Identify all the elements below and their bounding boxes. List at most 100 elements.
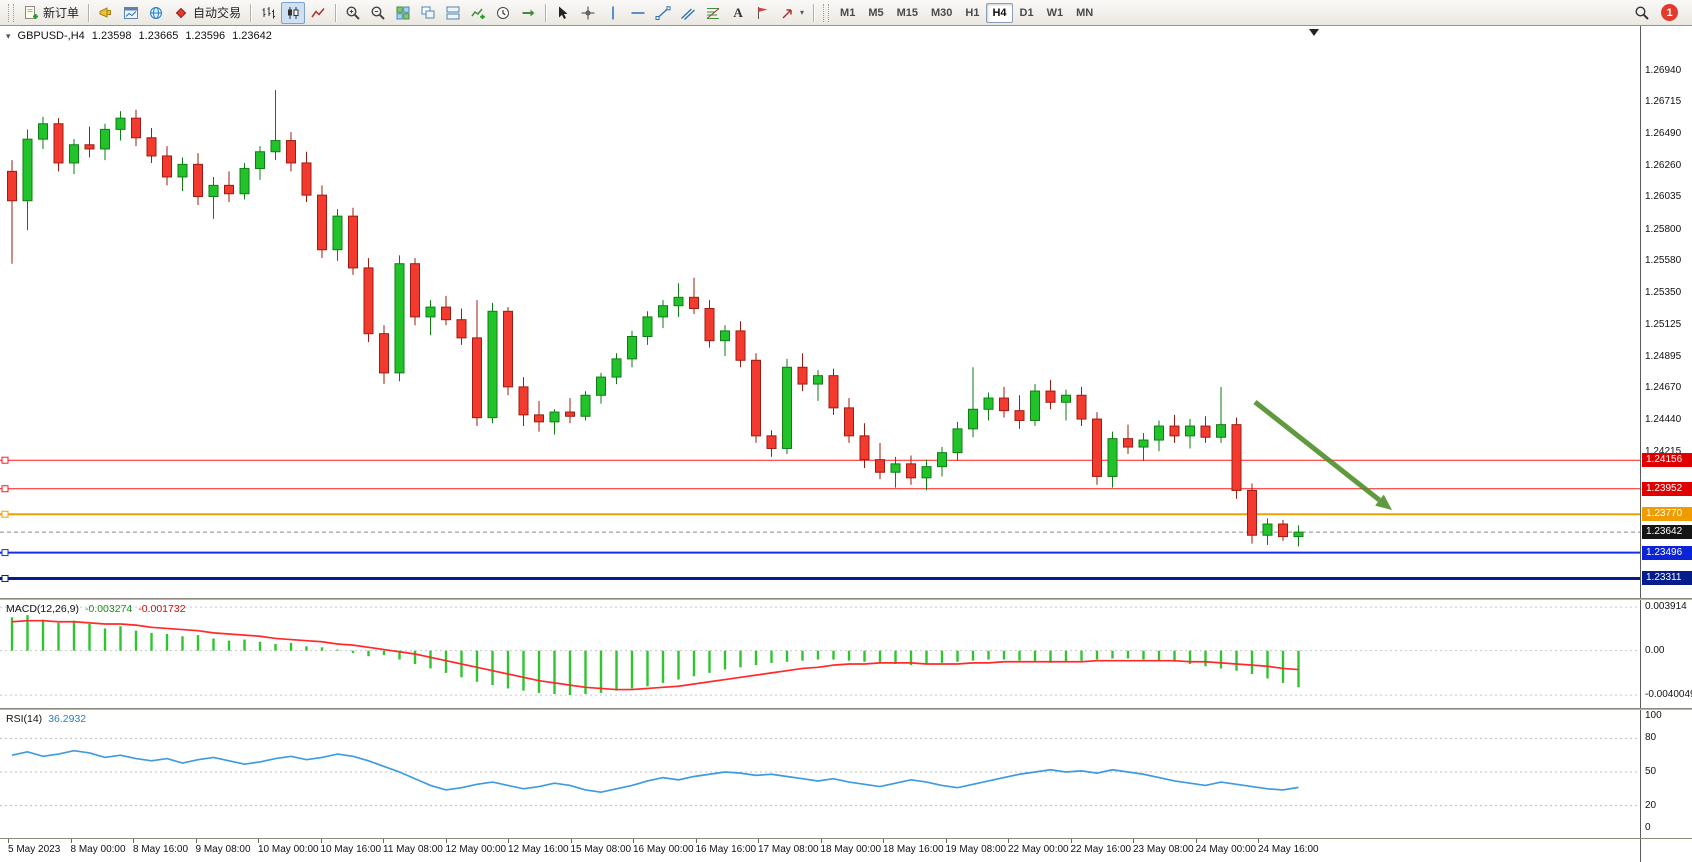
time-label: 12 May 00:00 — [445, 844, 507, 855]
text-button[interactable]: A — [726, 2, 750, 24]
rsi-value: 36.2932 — [48, 713, 87, 725]
last-bar-marker — [1309, 29, 1319, 36]
time-label: 12 May 16:00 — [508, 844, 569, 855]
bar-chart-button[interactable] — [256, 2, 280, 24]
axis-label: 0 — [1645, 822, 1651, 833]
channel-button[interactable] — [676, 2, 700, 24]
one-click-trading-toggle[interactable]: ▾ — [6, 30, 11, 41]
tile-windows-button[interactable] — [391, 2, 415, 24]
timeframe-m30-button[interactable]: M30 — [925, 3, 958, 23]
trend-arrow-head[interactable] — [1375, 494, 1392, 510]
hline-handle[interactable] — [1, 574, 9, 582]
timeframe-h1-button[interactable]: H1 — [959, 3, 985, 23]
market-news-button[interactable] — [94, 2, 118, 24]
time-tick — [1133, 839, 1134, 843]
arrows-tool-button[interactable]: ▾ — [776, 2, 808, 24]
hline-handle[interactable] — [1, 510, 9, 518]
panel-divider[interactable] — [0, 598, 1692, 600]
quote-open: 1.23598 — [91, 30, 132, 42]
candlestick-icon — [288, 6, 299, 19]
time-tick — [258, 839, 259, 843]
price-chart-canvas[interactable] — [0, 26, 1640, 598]
text-tool-glyph: A — [733, 4, 743, 20]
bar-chart-icon — [262, 6, 276, 18]
candlestick-button[interactable] — [281, 1, 306, 24]
timeframe-m1-button[interactable]: M1 — [834, 3, 861, 23]
zoom-in-button[interactable] — [341, 2, 365, 24]
label-icon — [758, 6, 768, 19]
periods-button[interactable] — [491, 2, 515, 24]
indicators-icon — [471, 8, 485, 19]
line-chart-button[interactable] — [306, 2, 330, 24]
chart-shift-button[interactable] — [516, 2, 540, 24]
macd-canvas[interactable] — [0, 600, 1640, 708]
main-chart-pane: 1.26940 1.26715 1.26490 1.26260 1.26035 1.258… — [0, 26, 1692, 598]
hline-handle[interactable] — [1, 456, 9, 464]
axis-label: 0.003914 — [1645, 601, 1687, 613]
time-label: 22 May 16:00 — [1070, 844, 1132, 855]
hline-handle[interactable] — [1, 549, 9, 557]
arrange-windows-button[interactable] — [441, 2, 465, 24]
timeframe-m15-button[interactable]: M15 — [891, 3, 924, 23]
timeframe-d1-button[interactable]: D1 — [1014, 3, 1040, 23]
chart-window-button[interactable] — [119, 2, 143, 24]
fibonacci-button[interactable] — [701, 2, 725, 24]
time-axis[interactable]: 5 May 2023 8 May 00:00 8 May 16:00 9 May 08… — [0, 838, 1692, 862]
axis-corner — [1640, 839, 1692, 862]
vertical-line-icon — [612, 6, 614, 19]
rsi-pane: 100 80 50 20 0 RSI(14) 36.2932 — [0, 710, 1692, 838]
panel-divider[interactable] — [0, 708, 1692, 710]
macd-label: MACD(12,26,9) -0.003274 -0.001732 — [6, 603, 186, 615]
time-label: 18 May 00:00 — [820, 844, 882, 855]
timeframe-mn-button[interactable]: MN — [1070, 3, 1099, 23]
macd-histogram — [10, 615, 1300, 696]
indicators-button[interactable] — [466, 2, 490, 24]
rsi-label: RSI(14) 36.2932 — [6, 713, 86, 725]
time-tick — [383, 839, 384, 843]
timeframe-h4-button[interactable]: H4 — [986, 2, 1013, 23]
chart-shift-icon — [522, 9, 535, 16]
search-button[interactable] — [1630, 2, 1654, 24]
time-label: 8 May 16:00 — [133, 844, 189, 855]
price-tag: 1.23952 — [1642, 481, 1692, 496]
axis-label: 1.24440 — [1645, 414, 1682, 426]
timeframe-m5-button[interactable]: M5 — [862, 3, 889, 23]
autotrading-button[interactable]: 自动交易 — [169, 2, 245, 24]
price-axis[interactable]: 1.26940 1.26715 1.26490 1.26260 1.26035 1.258… — [1640, 26, 1692, 598]
new-order-button[interactable]: 新订单 — [19, 2, 83, 24]
time-tick — [883, 839, 884, 843]
notification-badge[interactable]: 1 — [1661, 4, 1678, 21]
zoom-out-button[interactable] — [366, 2, 390, 24]
text-label-button[interactable] — [751, 2, 775, 24]
clock-icon — [497, 6, 510, 19]
horizontal-line-button[interactable] — [626, 2, 650, 24]
time-tick — [133, 839, 134, 843]
cursor-button[interactable] — [551, 2, 575, 24]
trend-arrow[interactable] — [1253, 400, 1381, 503]
vertical-line-button[interactable] — [601, 2, 625, 24]
tile-windows-icon — [396, 6, 410, 19]
rsi-canvas[interactable] — [0, 710, 1640, 838]
timeframe-w1-button[interactable]: W1 — [1041, 3, 1070, 23]
time-tick — [758, 839, 759, 843]
axis-label: 1.24215 — [1645, 445, 1682, 457]
macd-name: MACD(12,26,9) — [6, 603, 79, 615]
community-button[interactable] — [144, 2, 168, 24]
macd-signal-value: -0.001732 — [138, 603, 186, 615]
hline-handle[interactable] — [1, 485, 9, 493]
time-label: 22 May 00:00 — [1008, 844, 1069, 855]
axis-label: 80 — [1645, 732, 1657, 744]
toolbar-grip[interactable] — [8, 3, 14, 22]
axis-label: 1.25580 — [1645, 254, 1682, 266]
crosshair-button[interactable] — [576, 2, 600, 24]
cascade-windows-button[interactable] — [416, 2, 440, 24]
quote-close: 1.23642 — [232, 30, 272, 42]
trendline-button[interactable] — [651, 2, 675, 24]
time-tick — [445, 839, 447, 843]
horizontal-lines — [0, 456, 1640, 582]
arrow-tool-icon — [782, 8, 792, 19]
rsi-axis: 100 80 50 20 0 — [1640, 710, 1692, 838]
price-tag: 1.24156 — [1642, 453, 1692, 468]
toolbar-grip[interactable] — [823, 3, 830, 22]
